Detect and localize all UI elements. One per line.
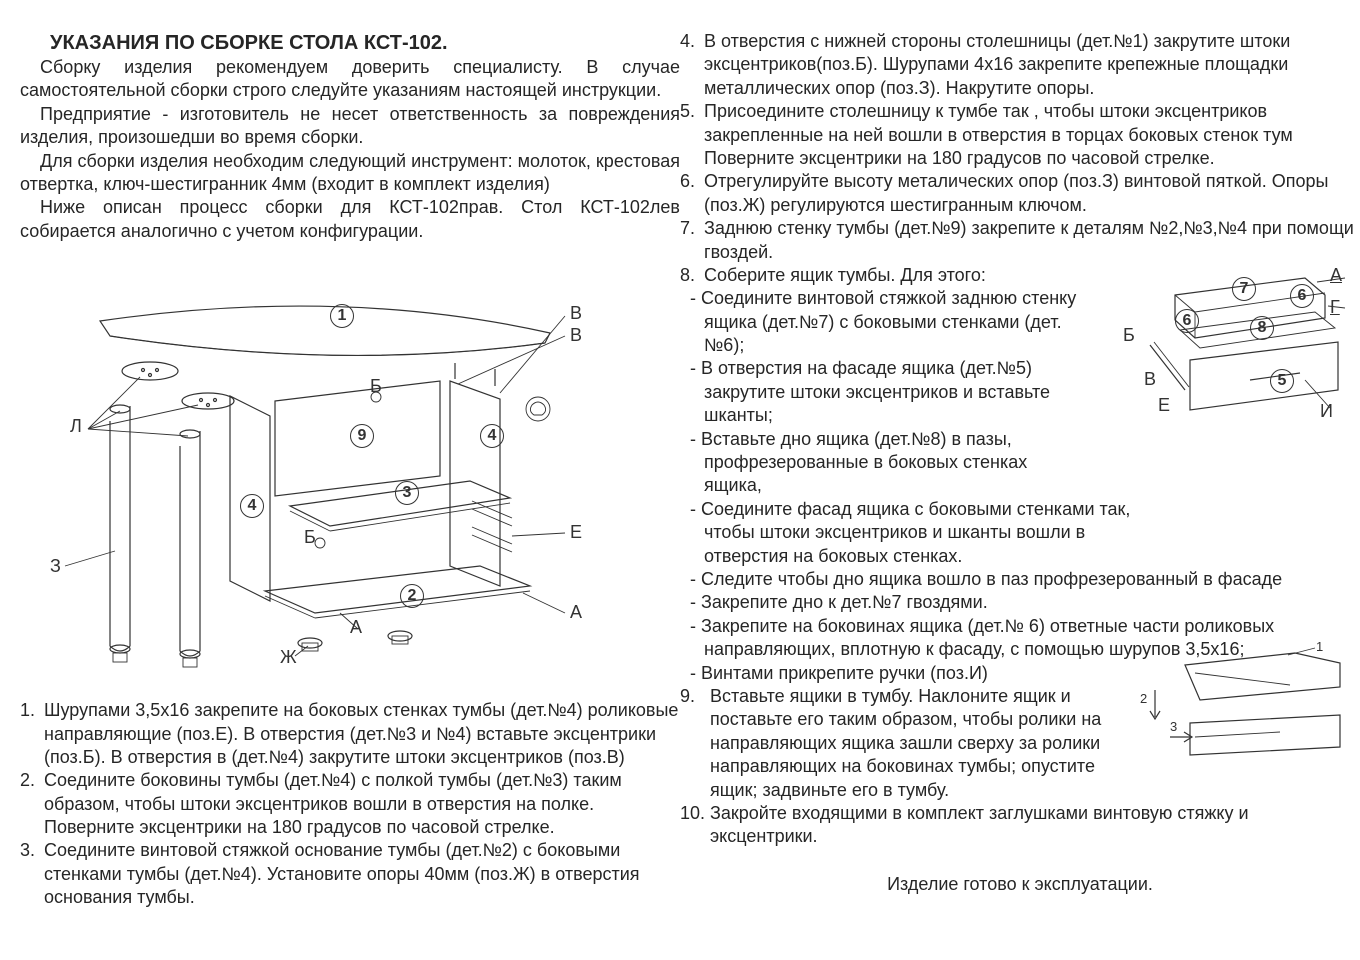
- step-2: 2.Соедините боковины тумбы (дет.№4) с по…: [20, 769, 680, 839]
- step-8-sub-3: Вставьте дно ящика (дет.№8) в пазы, проф…: [680, 428, 1080, 498]
- step-8-sub-4: Соедините фасад ящика с боковыми стенкам…: [680, 498, 1164, 568]
- callout-v1: В: [570, 302, 582, 325]
- exploded-diagram: 1 9 3 4 4 2 В В Б Б Е А А Л З Ж: [40, 251, 600, 691]
- part-4a-label: 4: [240, 494, 264, 518]
- step-9: 9.Вставьте ящики в тумбу. Наклоните ящик…: [680, 685, 1120, 802]
- part-9-label: 9: [350, 424, 374, 448]
- drawer-letter-e: Е: [1158, 394, 1170, 417]
- drawer-part-8: 8: [1250, 316, 1274, 340]
- part-4b-label: 4: [480, 424, 504, 448]
- step-5: 5.Присоедините столешницу к тумбе так , …: [680, 100, 1360, 170]
- drawer-letter-b: Б: [1123, 324, 1135, 347]
- callout-zh: Ж: [280, 646, 297, 669]
- insert-diagram: 1 2 3: [1140, 645, 1350, 765]
- final-line: Изделие готово к эксплуатации.: [680, 873, 1360, 896]
- drawer-part-7: 7: [1232, 277, 1256, 301]
- drawer-letter-v: В: [1144, 368, 1156, 391]
- callout-e: Е: [570, 521, 582, 544]
- callout-b1: Б: [370, 375, 382, 398]
- step-1: 1.Шурупами 3,5х16 закрепите на боковых с…: [20, 699, 680, 769]
- intro-1: Сборку изделия рекомендуем доверить спец…: [20, 56, 680, 103]
- intro-3: Для сборки изделия необходим следующий и…: [20, 150, 680, 197]
- step-4: 4.В отверстия с нижней стороны столешниц…: [680, 30, 1360, 100]
- drawer-letter-i: И: [1320, 400, 1333, 423]
- step-8-sub-6: Закрепите дно к дет.№7 гвоздями.: [680, 591, 1360, 614]
- intro-2: Предприятие - изготовитель не несет отве…: [20, 103, 680, 150]
- callout-b2: Б: [304, 526, 316, 549]
- insert-arrow-1: 1: [1316, 639, 1323, 656]
- step-3: 3.Соедините винтовой стяжкой основание т…: [20, 839, 680, 909]
- step-8-sub-1: Соедините винтовой стяжкой заднюю стенку…: [680, 287, 1080, 357]
- callout-z: З: [50, 555, 61, 578]
- step-10: 10.Закройте входящими в комплект заглушк…: [680, 802, 1360, 849]
- callout-l: Л: [70, 415, 82, 438]
- drawer-letter-g: Г: [1330, 296, 1340, 319]
- step-8-sub-2: В отверстия на фасаде ящика (дет.№5) зак…: [680, 357, 1080, 427]
- step-7: 7.Заднюю стенку тумбы (дет.№9) закрепите…: [680, 217, 1360, 264]
- callout-v2: В: [570, 324, 582, 347]
- insert-arrow-2: 2: [1140, 691, 1147, 708]
- drawer-part-5: 5: [1270, 369, 1294, 393]
- doc-title: УКАЗАНИЯ ПО СБОРКЕ СТОЛА КСТ-102.: [50, 30, 680, 56]
- callout-a2: А: [350, 616, 362, 639]
- drawer-part-6b: 6: [1175, 309, 1199, 333]
- intro-4: Ниже описан процесс сборки для КСТ-102пр…: [20, 196, 680, 243]
- step-6: 6.Отрегулируйте высоту металических опор…: [680, 170, 1360, 217]
- step-8-sub-5: Следите чтобы дно ящика вошло в паз проф…: [680, 568, 1360, 591]
- callout-a1: А: [570, 601, 582, 624]
- drawer-part-6a: 6: [1290, 284, 1314, 308]
- insert-arrow-3: 3: [1170, 719, 1177, 736]
- part-1-label: 1: [330, 304, 354, 328]
- drawer-diagram: 7 6 6 8 5 А Г Б В Е И: [1120, 260, 1350, 430]
- drawer-letter-a: А: [1330, 264, 1342, 287]
- part-3-label: 3: [395, 481, 419, 505]
- part-2-label: 2: [400, 584, 424, 608]
